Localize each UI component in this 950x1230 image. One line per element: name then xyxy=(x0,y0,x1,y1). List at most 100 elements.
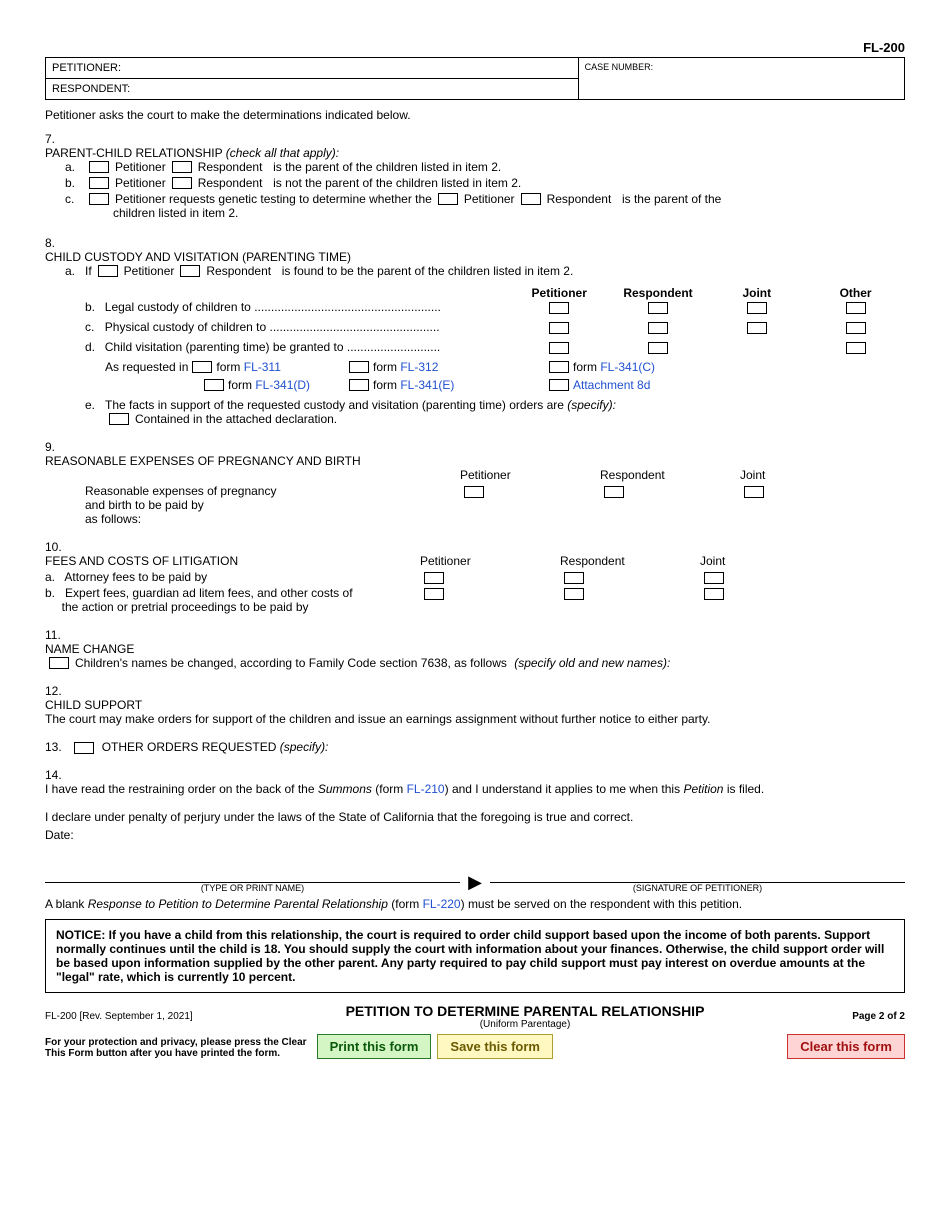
privacy-1: For your protection and privacy, please … xyxy=(45,1037,307,1048)
s8c-row: c. Physical custody of children to .....… xyxy=(85,320,905,334)
privacy-2: This Form button after you have printed … xyxy=(45,1048,307,1059)
s9-pet-checkbox[interactable] xyxy=(464,486,484,498)
s12-title: CHILD SUPPORT xyxy=(45,698,142,712)
s10-col-pet: Petitioner xyxy=(420,554,560,568)
s8c-letter: c. xyxy=(85,320,105,334)
s10b-text2: the action or pretrial proceedings to be… xyxy=(62,600,309,614)
fl341d-link[interactable]: FL-341(D) xyxy=(255,378,310,392)
s10a-pet-checkbox[interactable] xyxy=(424,572,444,584)
s8b-row: b. Legal custody of children to ........… xyxy=(85,300,905,314)
s8e-checkbox[interactable] xyxy=(109,413,129,425)
fl341c-checkbox[interactable] xyxy=(549,361,569,373)
s13-num: 13. xyxy=(45,740,67,754)
s7a-text: is the parent of the children listed in … xyxy=(273,160,501,174)
s10a-joint-checkbox[interactable] xyxy=(704,572,724,584)
signature-petitioner: (SIGNATURE OF PETITIONER) xyxy=(633,883,762,893)
s11-specify: (specify old and new names): xyxy=(514,656,670,670)
s9-col-joint: Joint xyxy=(740,468,880,482)
s7c-respondent-checkbox[interactable] xyxy=(521,193,541,205)
footer-rev: FL-200 [Rev. September 1, 2021] xyxy=(45,1011,245,1022)
s9-num: 9. xyxy=(45,440,63,454)
s8-num: 8. xyxy=(45,236,63,250)
s8b-resp-checkbox[interactable] xyxy=(648,302,668,314)
s7b-text: is not the parent of the children listed… xyxy=(273,176,521,190)
fl341c-form: form xyxy=(573,360,597,374)
fl311-link[interactable]: FL-311 xyxy=(244,360,281,374)
footer-subtitle: (Uniform Parentage) xyxy=(245,1019,805,1030)
fl312-link[interactable]: FL-312 xyxy=(400,360,438,374)
s9-resp-checkbox[interactable] xyxy=(604,486,624,498)
print-button[interactable]: Print this form xyxy=(317,1034,432,1059)
s7a-petitioner: Petitioner xyxy=(115,160,166,174)
s7-num: 7. xyxy=(45,132,63,146)
s7c-respondent: Respondent xyxy=(547,192,612,206)
s8c-pet-checkbox[interactable] xyxy=(549,322,569,334)
br-t3: ) must be served on the respondent with … xyxy=(461,897,743,911)
s8-title: CHILD CUSTODY AND VISITATION (PARENTING … xyxy=(45,250,351,264)
s9-text2: and birth to be paid by xyxy=(85,498,460,512)
fl210-link[interactable]: FL-210 xyxy=(407,782,445,796)
att8d-link[interactable]: Attachment 8d xyxy=(573,378,650,392)
fl341d-checkbox[interactable] xyxy=(204,379,224,391)
form-code: FL-200 xyxy=(45,40,905,55)
fl312-checkbox[interactable] xyxy=(349,361,369,373)
s10a-text: Attorney fees to be paid by xyxy=(64,570,207,584)
s8e-letter: e. xyxy=(85,398,105,412)
s11-num: 11. xyxy=(45,628,67,642)
s9-joint-checkbox[interactable] xyxy=(744,486,764,498)
fl341c-link[interactable]: FL-341(C) xyxy=(600,360,655,374)
fl220-link[interactable]: FL-220 xyxy=(423,897,461,911)
respondent-label: RESPONDENT: xyxy=(52,83,130,95)
s8c-other-checkbox[interactable] xyxy=(846,322,866,334)
s13-checkbox[interactable] xyxy=(74,742,94,754)
s10b-joint-checkbox[interactable] xyxy=(704,588,724,600)
s9-col-pet: Petitioner xyxy=(460,468,600,482)
s8d-letter: d. xyxy=(85,340,105,354)
s13-title: OTHER ORDERS REQUESTED xyxy=(102,740,277,754)
s8d-pet-checkbox[interactable] xyxy=(549,342,569,354)
s7b-respondent-checkbox[interactable] xyxy=(172,177,192,189)
s10b-text1: Expert fees, guardian ad litem fees, and… xyxy=(65,586,353,600)
att8d-checkbox[interactable] xyxy=(549,379,569,391)
s7b-respondent: Respondent xyxy=(198,176,263,190)
s8e-text: The facts in support of the requested cu… xyxy=(105,398,564,412)
save-button[interactable]: Save this form xyxy=(437,1034,553,1059)
s10a-resp-checkbox[interactable] xyxy=(564,572,584,584)
s8d-resp-checkbox[interactable] xyxy=(648,342,668,354)
type-print-name: (TYPE OR PRINT NAME) xyxy=(201,883,304,893)
s9-text1: Reasonable expenses of pregnancy xyxy=(85,484,460,498)
s8b-pet-checkbox[interactable] xyxy=(549,302,569,314)
s8b-other-checkbox[interactable] xyxy=(846,302,866,314)
fl341e-link[interactable]: FL-341(E) xyxy=(400,378,454,392)
s10a-letter: a. xyxy=(45,570,55,584)
fl311-checkbox[interactable] xyxy=(192,361,212,373)
fl341e-checkbox[interactable] xyxy=(349,379,369,391)
s8a-letter: a. xyxy=(65,264,85,278)
footer-page: Page 2 of 2 xyxy=(805,1011,905,1022)
s14-form-ref: (form xyxy=(375,782,403,796)
s7c-checkbox[interactable] xyxy=(89,193,109,205)
footer-title: PETITION TO DETERMINE PARENTAL RELATIONS… xyxy=(245,1003,805,1019)
s9-text3: as follows: xyxy=(85,512,460,526)
s7b-petitioner-checkbox[interactable] xyxy=(89,177,109,189)
clear-button[interactable]: Clear this form xyxy=(787,1034,905,1059)
br-t1: A blank xyxy=(45,897,84,911)
s11-title: NAME CHANGE xyxy=(45,642,134,656)
s7a-respondent-checkbox[interactable] xyxy=(172,161,192,173)
s8a-petitioner-checkbox[interactable] xyxy=(98,265,118,277)
s8a-respondent-checkbox[interactable] xyxy=(180,265,200,277)
s12-num: 12. xyxy=(45,684,67,698)
s7c-petitioner-checkbox[interactable] xyxy=(438,193,458,205)
s11-checkbox[interactable] xyxy=(49,657,69,669)
s8c-joint-checkbox[interactable] xyxy=(747,322,767,334)
s8b-joint-checkbox[interactable] xyxy=(747,302,767,314)
s10b-resp-checkbox[interactable] xyxy=(564,588,584,600)
s14-text1: I have read the restraining order on the… xyxy=(45,782,315,796)
s8c-resp-checkbox[interactable] xyxy=(648,322,668,334)
s7a-petitioner-checkbox[interactable] xyxy=(89,161,109,173)
fl312-form: form xyxy=(373,360,397,374)
section-10: 10. FEES AND COSTS OF LITIGATION Petitio… xyxy=(45,540,905,614)
s10b-pet-checkbox[interactable] xyxy=(424,588,444,600)
s8d-other-checkbox[interactable] xyxy=(846,342,866,354)
s11-text: Children's names be changed, according t… xyxy=(75,656,507,670)
